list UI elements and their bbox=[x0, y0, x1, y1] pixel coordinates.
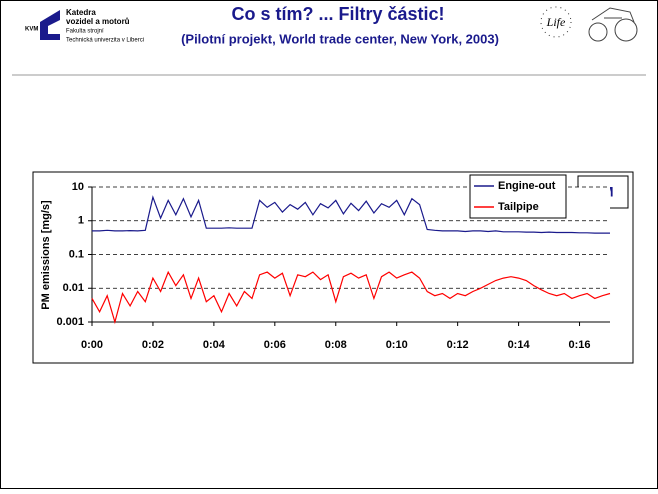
org-text: Technická univerzita v Liberci bbox=[66, 38, 144, 44]
subtitle: (Pilotní projekt, World trade center, Ne… bbox=[181, 31, 499, 46]
emblem-stars bbox=[540, 6, 572, 38]
y-tick-label: 0.01 bbox=[63, 282, 84, 294]
org-text: Fakulta strojní bbox=[66, 29, 104, 35]
y-tick-label: 1 bbox=[78, 215, 84, 227]
org-text: vozidel a motorů bbox=[66, 17, 130, 26]
x-tick-label: 0:14 bbox=[508, 339, 531, 351]
series-line bbox=[92, 195, 610, 234]
legend-label: Tailpipe bbox=[498, 201, 539, 213]
x-tick-label: 0:04 bbox=[203, 339, 226, 351]
x-tick-label: 0:08 bbox=[325, 339, 347, 351]
y-tick-label: 0.001 bbox=[56, 316, 84, 328]
title: Co s tím? ... Filtry částic! bbox=[231, 4, 444, 24]
emblem-text: Life bbox=[546, 15, 566, 29]
y-axis-label: PM emissions [mg/s] bbox=[40, 200, 52, 310]
subtitle-bg bbox=[190, 32, 536, 48]
y-tick-label: 0.1 bbox=[69, 248, 84, 260]
car-picture bbox=[588, 7, 638, 42]
legend-box bbox=[469, 174, 567, 219]
x-tick-label: 0:00 bbox=[81, 339, 103, 351]
x-tick-label: 0:06 bbox=[264, 339, 286, 351]
org-text: Katedra bbox=[66, 8, 96, 17]
x-tick-label: 0:02 bbox=[142, 339, 164, 351]
series-line bbox=[91, 270, 611, 325]
legend-label: Engine-out bbox=[498, 180, 556, 192]
logo-shape bbox=[48, 20, 60, 34]
x-tick-label: 0:10 bbox=[386, 339, 408, 351]
logo-text: KVM bbox=[25, 27, 38, 33]
x-tick-label: 0:12 bbox=[447, 339, 469, 351]
x-tick-label: 0:16 bbox=[569, 339, 591, 351]
y-tick-label: 10 bbox=[72, 181, 84, 193]
